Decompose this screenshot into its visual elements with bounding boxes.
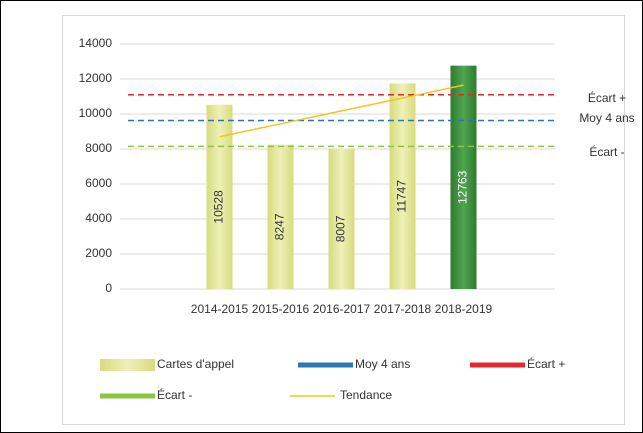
annotation: Écart + [588,90,626,105]
legend-label: Tendance [340,388,392,402]
y-tick-label: 6000 [85,176,112,190]
x-tick-label: 2015-2016 [252,302,310,316]
x-tick-label: 2014-2015 [191,302,249,316]
y-tick-label: 12000 [79,71,113,85]
y-tick-label: 14000 [79,36,113,50]
y-tick-label: 4000 [85,211,112,225]
bar [267,144,294,289]
y-tick-label: 0 [105,281,112,295]
y-tick-label: 2000 [85,246,112,260]
x-tick-label: 2017-2018 [374,302,432,316]
trend-line [219,84,464,138]
x-tick-label: 2018-2019 [435,302,493,316]
legend-label: Écart + [527,356,565,371]
legend-label: Écart - [157,387,192,402]
value-label: 12763 [456,170,470,204]
value-label: 11747 [395,180,409,213]
legend-label: Cartes d'appel [157,357,234,371]
bar [328,148,355,289]
value-label: 10528 [212,190,226,224]
y-tick-label: 10000 [79,106,113,120]
annotation: Écart - [589,144,624,159]
bar [450,65,477,290]
y-tick-label: 8000 [85,141,112,155]
legend-swatch [100,359,155,371]
legend-label: Moy 4 ans [355,357,410,371]
value-label: 8247 [273,213,287,240]
value-label: 8007 [334,215,348,242]
x-tick-label: 2016-2017 [313,302,371,316]
bar [389,83,416,290]
annotation: Moy 4 ans [579,111,634,125]
